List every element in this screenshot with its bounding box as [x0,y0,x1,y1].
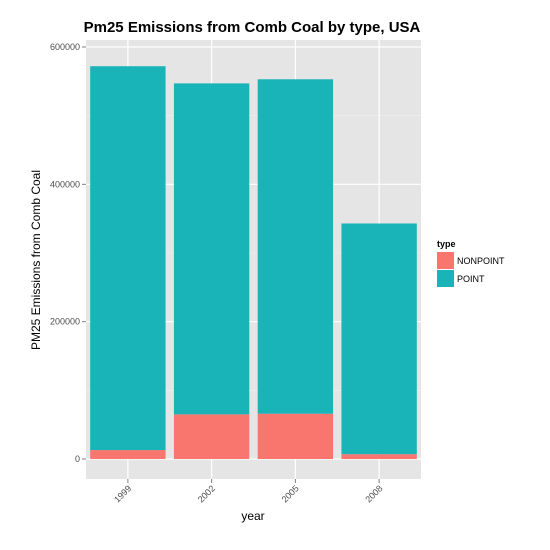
y-tick-label: 0 [75,454,80,464]
x-tick-label: 2008 [363,483,384,504]
x-axis-title: year [241,509,264,523]
bar-layer [90,66,417,459]
bar-nonpoint-2002 [173,414,250,459]
y-axis-title: PM25 Emissions from Comb Coal [29,170,43,350]
bar-nonpoint-1999 [90,450,166,459]
legend-label-nonpoint: NONPOINT [457,256,505,266]
x-tick-label: 1999 [112,483,133,504]
y-axis: 0 200000 400000 600000 [50,42,86,464]
y-tick-label: 200000 [50,317,80,327]
bar-point-2002 [173,83,250,415]
legend-swatch-nonpoint [437,252,454,269]
legend-title: type [437,239,456,249]
bar-point-2005 [257,79,334,414]
y-tick-label: 400000 [50,179,80,189]
bar-point-2008 [341,223,417,455]
x-tick-label: 2002 [196,483,217,504]
bar-nonpoint-2005 [257,413,334,459]
bar-point-1999 [90,66,166,451]
legend: type NONPOINT POINT [436,239,505,288]
y-tick-label: 600000 [50,42,80,52]
legend-swatch-point [437,270,454,287]
chart-title: Pm25 Emissions from Comb Coal by type, U… [84,19,421,36]
bar-nonpoint-2008 [341,454,417,459]
x-axis: 1999 2002 2005 2008 [112,479,385,505]
legend-label-point: POINT [457,274,485,284]
x-tick-label: 2005 [280,483,301,504]
